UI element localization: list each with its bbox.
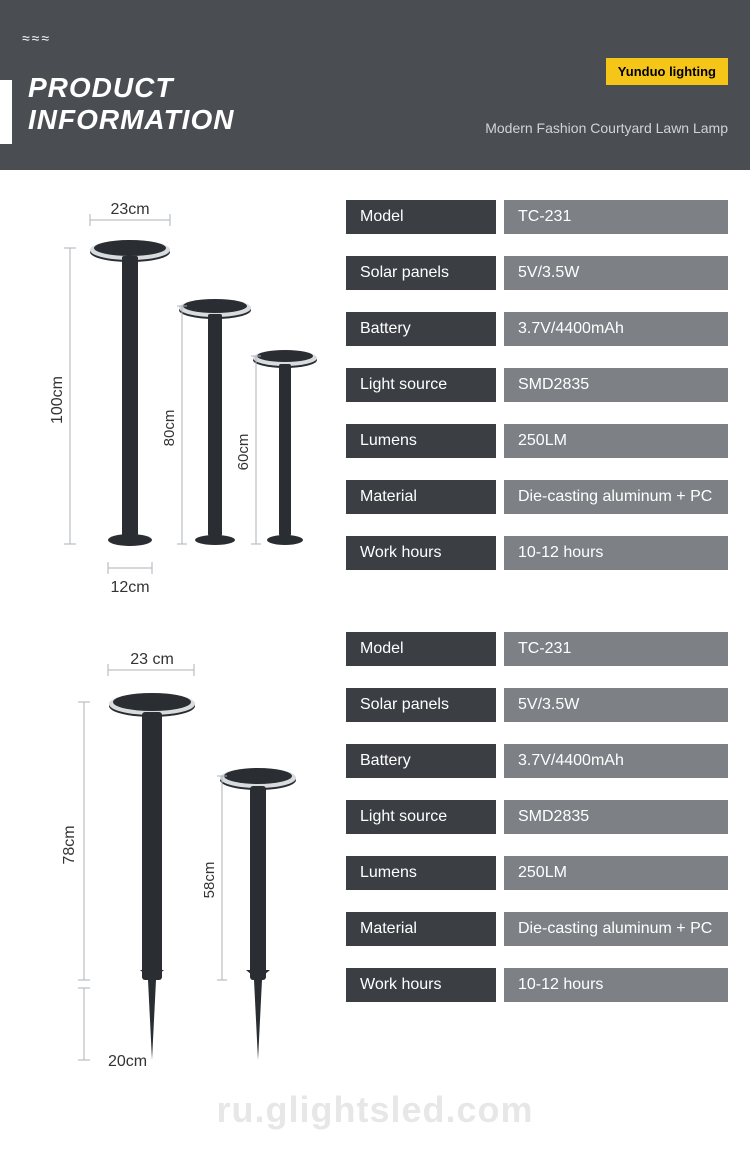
spec-label: Lumens [346, 424, 496, 458]
dim-spike: 20cm [108, 1053, 147, 1070]
spec-row: Work hours10-12 hours [346, 536, 728, 570]
spec-row: Solar panels5V/3.5W [346, 688, 728, 722]
wave-icon: ≈≈≈ [22, 30, 51, 46]
accent-bar [0, 80, 12, 144]
spec-value: 250LM [504, 856, 728, 890]
specs-column: ModelTC-231Solar panels5V/3.5WBattery3.7… [346, 200, 728, 1150]
dim-h-58: 58cm [201, 862, 218, 899]
spec-label: Material [346, 912, 496, 946]
spec-row: MaterialDie-casting aluminum + PC [346, 480, 728, 514]
spec-label: Solar panels [346, 688, 496, 722]
spec-label: Model [346, 200, 496, 234]
spec-value: SMD2835 [504, 800, 728, 834]
spec-row: Light sourceSMD2835 [346, 800, 728, 834]
spec-value: 5V/3.5W [504, 256, 728, 290]
spec-row: MaterialDie-casting aluminum + PC [346, 912, 728, 946]
brand-badge: Yunduo lighting [606, 58, 728, 85]
spec-label: Battery [346, 312, 496, 346]
dim-h-60: 60cm [235, 434, 252, 471]
spec-value: 10-12 hours [504, 536, 728, 570]
spec-value: 3.7V/4400mAh [504, 312, 728, 346]
lamp-58cm [220, 768, 296, 1060]
spec-label: Work hours [346, 968, 496, 1002]
spec-value: Die-casting aluminum + PC [504, 912, 728, 946]
dim2-top-width: 23 cm [130, 651, 174, 668]
spec-label: Light source [346, 368, 496, 402]
content-area: 23cm 100cm [0, 170, 750, 1150]
header-banner: ≈≈≈ PRODUCT INFORMATION Yunduo lighting … [0, 0, 750, 170]
spec-value: 250LM [504, 424, 728, 458]
product-subtitle: Modern Fashion Courtyard Lawn Lamp [485, 120, 728, 136]
spec-value: 10-12 hours [504, 968, 728, 1002]
spec-value: 3.7V/4400mAh [504, 744, 728, 778]
image-column: 23cm 100cm [22, 200, 322, 1150]
spec-row: Solar panels5V/3.5W [346, 256, 728, 290]
lamp-100cm [90, 240, 170, 546]
spec-row: Lumens250LM [346, 856, 728, 890]
spec-value: 5V/3.5W [504, 688, 728, 722]
spec-row: Work hours10-12 hours [346, 968, 728, 1002]
spec-row: Light sourceSMD2835 [346, 368, 728, 402]
lamp-78cm [109, 693, 195, 1060]
spec-value: SMD2835 [504, 368, 728, 402]
spec-value: TC-231 [504, 632, 728, 666]
spec-label: Model [346, 632, 496, 666]
spec-row: Lumens250LM [346, 424, 728, 458]
spec-value: Die-casting aluminum + PC [504, 480, 728, 514]
spec-table-2: ModelTC-231Solar panels5V/3.5WBattery3.7… [346, 632, 728, 1002]
spec-label: Work hours [346, 536, 496, 570]
title-line1: PRODUCT [28, 72, 234, 104]
dim-h-78: 78cm [61, 825, 78, 864]
dim-top-width: 23cm [110, 201, 149, 218]
lamp-80cm [179, 299, 251, 545]
spec-value: TC-231 [504, 200, 728, 234]
dim-base-width: 12cm [110, 579, 149, 596]
dim-h-80: 80cm [161, 410, 178, 447]
spec-row: ModelTC-231 [346, 632, 728, 666]
spec-label: Lumens [346, 856, 496, 890]
title-block: PRODUCT INFORMATION [28, 72, 234, 136]
spec-row: ModelTC-231 [346, 200, 728, 234]
spec-row: Battery3.7V/4400mAh [346, 744, 728, 778]
diagram-base-lamps: 23cm 100cm [22, 200, 322, 620]
spec-label: Material [346, 480, 496, 514]
diagram-spike-lamps: 23 cm 78cm [22, 650, 322, 1120]
spec-table-1: ModelTC-231Solar panels5V/3.5WBattery3.7… [346, 200, 728, 570]
spec-label: Solar panels [346, 256, 496, 290]
spec-row: Battery3.7V/4400mAh [346, 312, 728, 346]
spec-label: Light source [346, 800, 496, 834]
lamp-60cm [253, 350, 317, 545]
dim-h-100: 100cm [49, 376, 66, 424]
title-line2: INFORMATION [28, 104, 234, 136]
spec-label: Battery [346, 744, 496, 778]
